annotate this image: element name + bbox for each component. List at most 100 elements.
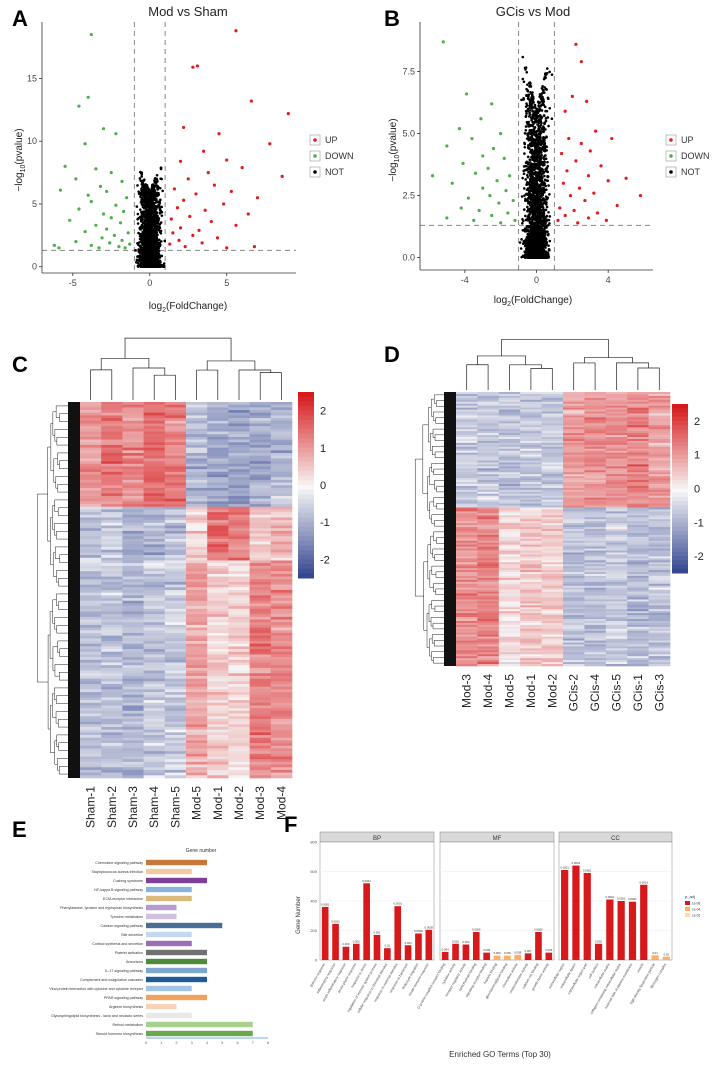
point-up (191, 233, 195, 237)
bar (394, 906, 402, 960)
colorbar-tick: -1 (694, 517, 704, 529)
bar (146, 994, 207, 1001)
bar-value-label: 0.0001 (628, 897, 637, 901)
category-label: Calcium signaling pathway (100, 924, 143, 928)
point-up (200, 241, 204, 245)
legend-swatch (685, 901, 690, 905)
bar-value-label: 0.007 (525, 949, 532, 953)
bar-value-label: 0.003 (342, 942, 349, 946)
category-label: heparin binding (483, 962, 498, 984)
point-down (74, 177, 78, 181)
column-label: Sham-1 (84, 786, 98, 828)
category-label: glycosaminoglycan binding (484, 962, 508, 999)
colorbar-tick: 1 (320, 443, 326, 455)
y-tick-label: 400 (310, 899, 317, 904)
bar (514, 954, 522, 960)
point-up (188, 214, 192, 219)
point-up (217, 132, 221, 136)
bar-value-label: 0.004 (405, 941, 412, 945)
point-up (586, 174, 591, 178)
column-label: Mod-4 (481, 674, 495, 708)
point-down (488, 194, 492, 198)
x-tick-label: 1 (160, 1041, 162, 1045)
plot-area (42, 22, 296, 273)
point-up (222, 202, 226, 206)
point-up (595, 211, 600, 215)
point-down (89, 243, 93, 247)
column-label: GCis-3 (652, 674, 666, 712)
bar-value-label: 0.0008 (414, 929, 423, 933)
bar-value-label: 0.02 (664, 952, 670, 956)
category-label: cytokine activity (441, 962, 456, 985)
bar (640, 884, 648, 960)
point-down (490, 213, 494, 218)
facet-strip (319, 831, 435, 843)
column-label: GCis-1 (631, 674, 645, 712)
point-down (473, 171, 478, 175)
bar-value-label: 0.01 (652, 951, 658, 955)
chart-title: Mod vs Sham (148, 4, 227, 19)
bar (373, 934, 381, 960)
legend-swatch (313, 154, 317, 158)
point-down (445, 144, 449, 148)
y-tick-label: 800 (310, 840, 317, 845)
category-label: Cortisol synthesis and secretion (92, 942, 143, 946)
bar (363, 883, 370, 960)
point-up (592, 191, 596, 195)
category-label: response to external stimulus (373, 962, 399, 1002)
point-up (225, 158, 229, 162)
point-up (183, 245, 187, 249)
point-up (206, 171, 210, 175)
point-up (169, 217, 173, 221)
category-label: extracellular matrix (593, 962, 611, 989)
column-label: Mod-5 (503, 674, 517, 708)
point-down (504, 189, 508, 193)
category-label: Complement and coagulation cascades (80, 978, 143, 982)
point-up (234, 223, 238, 227)
y-tick-label: 7.5 (402, 67, 415, 77)
column-label: Mod-2 (545, 674, 559, 708)
legend-key (309, 134, 321, 146)
point-down (120, 238, 124, 242)
point-up (178, 226, 183, 230)
point-up (638, 194, 643, 198)
point-down (114, 132, 118, 136)
category-label: Arginine biosynthesis (109, 1005, 143, 1009)
x-tick-label: 2 (176, 1041, 178, 1045)
point-down (502, 156, 506, 160)
bar (572, 865, 580, 960)
legend-key (665, 134, 677, 146)
point-up (567, 136, 571, 141)
category-label: Bile secretion (121, 933, 143, 937)
point-down (125, 196, 129, 200)
colorbar-tick: 0 (694, 484, 700, 496)
category-label: extracellular space (559, 962, 577, 989)
point-down (105, 227, 109, 231)
category-label: Aneurisms (126, 960, 143, 964)
bar-value-label: 0.0001 (639, 880, 648, 884)
bar (352, 943, 360, 960)
point-up (556, 218, 560, 222)
legend-label: 1e-06 (692, 902, 700, 906)
category-label: receptor regulator activity (444, 962, 467, 997)
category-label: collagen-containing extracellular matrix (589, 962, 622, 1015)
y-axis-label: Gene Number (296, 896, 302, 934)
point-up (558, 206, 562, 210)
point-up (225, 246, 229, 250)
point-down (477, 208, 481, 213)
category-label: response to bacterium (389, 962, 409, 993)
point-down (126, 231, 130, 235)
bar-value-label: 0.004 (442, 947, 449, 951)
category-label: PPAR signaling pathway (104, 996, 143, 1000)
point-down (77, 207, 81, 211)
column-label: Sham-4 (147, 786, 161, 828)
bar (583, 872, 591, 960)
bar (462, 944, 470, 960)
bar-value-label: 0.0001 (617, 897, 626, 901)
bar-value-label: 0.0001 (572, 861, 581, 865)
colorbar-tick: 2 (320, 406, 326, 418)
category-label: Tyrosine metabolism (110, 915, 143, 919)
bar-value-label: 0.002 (595, 939, 602, 943)
x-tick-label: 4 (606, 275, 611, 285)
category-label: Phenylalanine, tyrosine and tryptophan b… (60, 906, 143, 910)
